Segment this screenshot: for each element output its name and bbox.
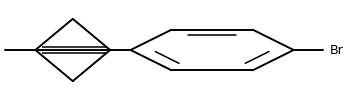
- Text: Br: Br: [329, 44, 343, 56]
